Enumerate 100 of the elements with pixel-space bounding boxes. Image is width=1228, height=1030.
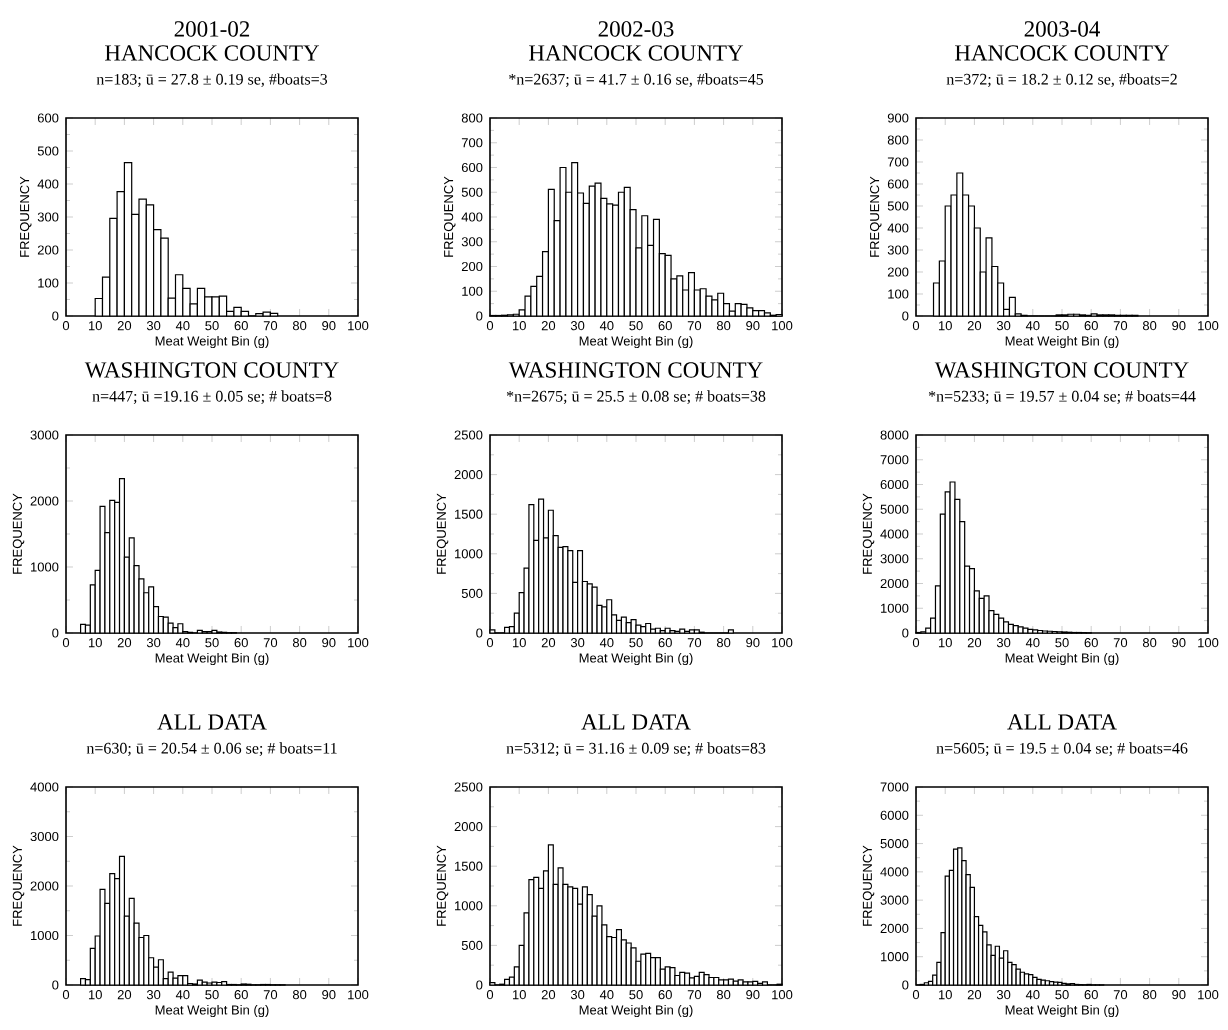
y-tick-label: 0 (52, 628, 59, 638)
x-tick-label: 30 (570, 990, 585, 1000)
y-tick-label: 2000 (880, 923, 909, 934)
y-tick-label: 6000 (880, 810, 909, 820)
chart-title: ALL DATA (1007, 714, 1117, 730)
x-tick-label: 40 (175, 321, 190, 331)
chart-subtitle: *n=2675; ū = 25.5 ± 0.08 se; # boats=38 (506, 390, 766, 404)
y-tick-label: 2000 (454, 822, 483, 832)
x-tick-label: 90 (746, 638, 760, 648)
y-tick-label: 0 (52, 311, 59, 321)
text: 2003-04 (1024, 21, 1100, 37)
y-tick-label: 0 (902, 628, 909, 638)
x-axis-title: Meat Weight Bin (g) (579, 1005, 693, 1018)
x-tick-label: 90 (322, 638, 336, 648)
x-axis-title: Meat Weight Bin (g) (155, 1005, 269, 1018)
x-tick-label: 70 (263, 638, 278, 648)
y-tick-label: 700 (887, 157, 909, 167)
y-tick-label: 0 (476, 311, 483, 321)
y-tick-label: 1500 (455, 861, 483, 871)
x-tick-label: 100 (348, 321, 369, 331)
x-tick-label: 60 (1084, 990, 1098, 1000)
y-tick-label: 8000 (880, 430, 909, 440)
y-axis-title: FREQUENCY (862, 845, 875, 926)
y-tick-label: 2000 (454, 470, 483, 480)
x-tick-label: 80 (292, 321, 307, 331)
y-tick-label: 0 (902, 980, 909, 990)
x-tick-label: 30 (146, 321, 161, 331)
x-tick-label: 100 (1198, 638, 1219, 648)
x-tick-label: 40 (175, 990, 190, 1000)
y-tick-label: 100 (38, 278, 59, 288)
x-tick-label: 50 (205, 990, 219, 1000)
x-tick-label: 10 (938, 638, 952, 648)
x-tick-label: 40 (175, 638, 190, 648)
x-axis-title: Meat Weight Bin (g) (579, 336, 693, 349)
x-tick-label: 10 (938, 321, 952, 331)
x-tick-label: 40 (1025, 321, 1040, 331)
y-tick-label: 500 (887, 201, 909, 211)
x-tick-label: 0 (486, 638, 494, 648)
x-tick-label: 70 (687, 321, 702, 331)
x-tick-label: 10 (512, 321, 526, 331)
x-tick-label: 100 (348, 990, 369, 1000)
y-axis-title: FREQUENCY (12, 845, 25, 926)
x-tick-label: 0 (912, 990, 920, 1000)
x-tick-label: 80 (292, 990, 307, 1000)
chart-subtitle: n=5312; ū = 31.16 ± 0.09 se; # boats=83 (506, 742, 766, 756)
x-tick-label: 50 (629, 638, 643, 648)
x-tick-label: 70 (687, 990, 702, 1000)
y-tick-label: 200 (37, 245, 59, 255)
text: 2002-03 (598, 21, 674, 37)
y-tick-label: 4000 (880, 529, 909, 539)
x-tick-label: 20 (967, 321, 982, 331)
x-tick-label: 20 (117, 638, 132, 648)
x-tick-label: 90 (746, 321, 760, 331)
y-axis-title: FREQUENCY (436, 493, 449, 574)
x-tick-label: 80 (1142, 638, 1157, 648)
x-tick-label: 50 (205, 321, 219, 331)
x-tick-label: 60 (658, 321, 672, 331)
x-tick-label: 80 (1142, 321, 1157, 331)
y-tick-label: 400 (887, 223, 909, 233)
y-tick-label: 500 (461, 588, 483, 598)
y-tick-label: 500 (461, 940, 483, 950)
y-tick-label: 200 (887, 267, 909, 277)
chart-subtitle: n=447; ū =19.16 ± 0.05 se; # boats=8 (92, 390, 332, 404)
x-tick-label: 20 (967, 990, 982, 1000)
y-tick-label: 300 (461, 237, 483, 247)
x-tick-label: 40 (1025, 638, 1040, 648)
x-tick-label: 100 (772, 321, 793, 331)
x-tick-label: 70 (1113, 321, 1128, 331)
x-tick-label: 40 (599, 638, 614, 648)
x-tick-label: 70 (263, 990, 278, 1000)
x-tick-label: 0 (62, 638, 70, 648)
y-tick-label: 0 (476, 980, 483, 990)
x-tick-label: 40 (599, 990, 614, 1000)
y-tick-label: 3000 (30, 831, 59, 842)
chart-title: ALL DATA (581, 714, 691, 730)
chart-title: WASHINGTON COUNTY (934, 362, 1189, 378)
x-tick-label: 80 (292, 638, 307, 648)
y-tick-label: 200 (461, 261, 483, 272)
text: 2001-02 (174, 21, 250, 37)
x-tick-label: 100 (772, 990, 793, 1000)
y-tick-label: 3000 (880, 895, 909, 905)
x-tick-label: 20 (967, 638, 982, 648)
y-tick-label: 400 (37, 179, 59, 189)
y-tick-label: 1000 (455, 549, 483, 559)
y-tick-label: 600 (461, 162, 483, 173)
y-tick-label: 400 (461, 212, 483, 222)
y-axis-title: FREQUENCY (12, 493, 25, 574)
y-tick-label: 4000 (30, 782, 59, 792)
x-tick-label: 80 (716, 321, 731, 331)
x-tick-label: 10 (88, 321, 102, 331)
x-tick-label: 50 (1055, 321, 1069, 331)
chart-title: WASHINGTON COUNTY (84, 362, 339, 378)
x-tick-label: 30 (996, 638, 1011, 648)
chart-subtitle: n=5605; ū = 19.5 ± 0.04 se; # boats=46 (936, 742, 1188, 756)
x-tick-label: 80 (716, 990, 731, 1000)
chart-title: ALL DATA (157, 714, 267, 730)
x-tick-label: 0 (62, 321, 70, 331)
x-tick-label: 70 (263, 321, 278, 331)
x-tick-label: 90 (1172, 321, 1186, 331)
x-tick-label: 0 (912, 638, 920, 648)
